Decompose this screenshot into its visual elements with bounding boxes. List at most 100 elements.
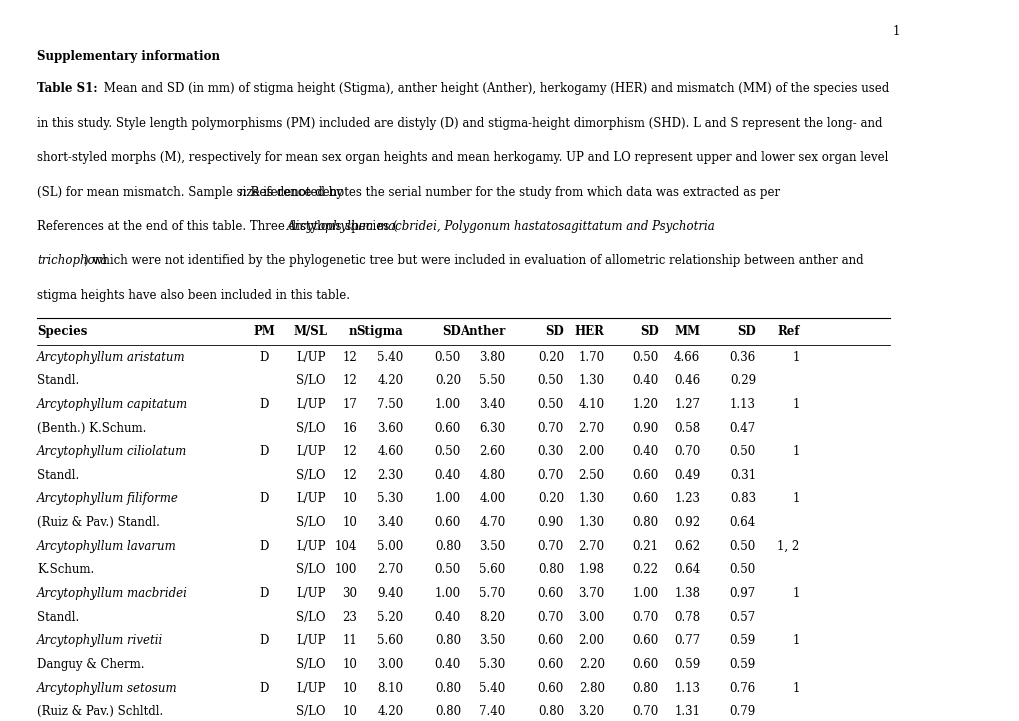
Text: 9.40: 9.40 (377, 587, 404, 600)
Text: n: n (348, 324, 357, 337)
Text: 1: 1 (792, 350, 799, 363)
Text: 0.79: 0.79 (729, 705, 755, 718)
Text: 3.40: 3.40 (479, 398, 505, 411)
Text: 0.50: 0.50 (434, 445, 461, 458)
Text: 0.40: 0.40 (434, 611, 461, 624)
Text: 0.46: 0.46 (674, 374, 700, 387)
Text: 0.62: 0.62 (674, 540, 700, 553)
Text: Arcytophyllum rivetii: Arcytophyllum rivetii (37, 634, 163, 647)
Text: 0.80: 0.80 (434, 682, 461, 695)
Text: 1: 1 (792, 398, 799, 411)
Text: 0.60: 0.60 (434, 516, 461, 529)
Text: 3.40: 3.40 (377, 516, 404, 529)
Text: 0.70: 0.70 (537, 469, 564, 482)
Text: 0.40: 0.40 (434, 658, 461, 671)
Text: Arcytophyllum macbridei, Polygonum hastatosagittatum and Psychotria: Arcytophyllum macbridei, Polygonum hasta… (286, 220, 715, 233)
Text: 104: 104 (334, 540, 357, 553)
Text: 12: 12 (342, 469, 357, 482)
Text: S/LO: S/LO (296, 374, 325, 387)
Text: SD: SD (639, 324, 658, 337)
Text: K.Schum.: K.Schum. (37, 564, 95, 577)
Text: 2.50: 2.50 (578, 469, 604, 482)
Text: 100: 100 (334, 564, 357, 577)
Text: 2.70: 2.70 (578, 540, 604, 553)
Text: Standl.: Standl. (37, 374, 79, 387)
Text: 4.00: 4.00 (479, 492, 505, 505)
Text: SD: SD (737, 324, 755, 337)
Text: 2.80: 2.80 (578, 682, 604, 695)
Text: 5.50: 5.50 (479, 374, 505, 387)
Text: S/LO: S/LO (296, 705, 325, 718)
Text: 0.20: 0.20 (537, 350, 564, 363)
Text: 0.70: 0.70 (537, 540, 564, 553)
Text: 0.78: 0.78 (674, 611, 700, 624)
Text: 0.57: 0.57 (729, 611, 755, 624)
Text: 5.40: 5.40 (377, 350, 404, 363)
Text: 0.20: 0.20 (434, 374, 461, 387)
Text: 5.60: 5.60 (479, 564, 505, 577)
Text: 0.64: 0.64 (729, 516, 755, 529)
Text: 11: 11 (342, 634, 357, 647)
Text: 5.30: 5.30 (479, 658, 505, 671)
Text: S/LO: S/LO (296, 611, 325, 624)
Text: 0.70: 0.70 (632, 611, 658, 624)
Text: 2.70: 2.70 (578, 422, 604, 435)
Text: 0.22: 0.22 (632, 564, 658, 577)
Text: MM: MM (674, 324, 700, 337)
Text: 1.23: 1.23 (674, 492, 700, 505)
Text: 1: 1 (792, 492, 799, 505)
Text: 8.10: 8.10 (377, 682, 404, 695)
Text: 0.60: 0.60 (537, 587, 564, 600)
Text: 3.50: 3.50 (479, 634, 505, 647)
Text: S/LO: S/LO (296, 658, 325, 671)
Text: 0.59: 0.59 (674, 658, 700, 671)
Text: 1.00: 1.00 (434, 492, 461, 505)
Text: 0.80: 0.80 (632, 516, 658, 529)
Text: short-styled morphs (M), respectively for mean sex organ heights and mean herkog: short-styled morphs (M), respectively fo… (37, 151, 888, 164)
Text: n: n (238, 186, 246, 199)
Text: 0.50: 0.50 (434, 350, 461, 363)
Text: 4.60: 4.60 (377, 445, 404, 458)
Text: 0.90: 0.90 (537, 516, 564, 529)
Text: Arcytophyllum filiforme: Arcytophyllum filiforme (37, 492, 178, 505)
Text: 0.60: 0.60 (434, 422, 461, 435)
Text: 1.38: 1.38 (674, 587, 700, 600)
Text: SD: SD (544, 324, 564, 337)
Text: 0.29: 0.29 (729, 374, 755, 387)
Text: 0.77: 0.77 (674, 634, 700, 647)
Text: 0.20: 0.20 (537, 492, 564, 505)
Text: L/UP: L/UP (296, 634, 325, 647)
Text: 6.30: 6.30 (479, 422, 505, 435)
Text: (Ruiz & Pav.) Standl.: (Ruiz & Pav.) Standl. (37, 516, 160, 529)
Text: 2.00: 2.00 (578, 445, 604, 458)
Text: Anther: Anther (460, 324, 505, 337)
Text: (Benth.) K.Schum.: (Benth.) K.Schum. (37, 422, 147, 435)
Text: 7.40: 7.40 (479, 705, 505, 718)
Text: (SL) for mean mismatch. Sample size is denoted by: (SL) for mean mismatch. Sample size is d… (37, 186, 346, 199)
Text: 0.59: 0.59 (729, 658, 755, 671)
Text: SD: SD (442, 324, 461, 337)
Text: S/LO: S/LO (296, 564, 325, 577)
Text: 1.13: 1.13 (730, 398, 755, 411)
Text: 0.36: 0.36 (729, 350, 755, 363)
Text: 0.50: 0.50 (537, 398, 564, 411)
Text: 0.80: 0.80 (434, 634, 461, 647)
Text: L/UP: L/UP (296, 445, 325, 458)
Text: 10: 10 (342, 516, 357, 529)
Text: L/UP: L/UP (296, 587, 325, 600)
Text: D: D (260, 350, 269, 363)
Text: L/UP: L/UP (296, 398, 325, 411)
Text: 0.80: 0.80 (434, 705, 461, 718)
Text: S/LO: S/LO (296, 516, 325, 529)
Text: (Ruiz & Pav.) Schltdl.: (Ruiz & Pav.) Schltdl. (37, 705, 163, 718)
Text: 1.20: 1.20 (632, 398, 658, 411)
Text: 5.00: 5.00 (377, 540, 404, 553)
Text: PM: PM (253, 324, 275, 337)
Text: 3.60: 3.60 (377, 422, 404, 435)
Text: 2.20: 2.20 (578, 658, 604, 671)
Text: 0.30: 0.30 (537, 445, 564, 458)
Text: D: D (260, 492, 269, 505)
Text: 0.59: 0.59 (729, 634, 755, 647)
Text: 0.60: 0.60 (537, 634, 564, 647)
Text: 4.66: 4.66 (674, 350, 700, 363)
